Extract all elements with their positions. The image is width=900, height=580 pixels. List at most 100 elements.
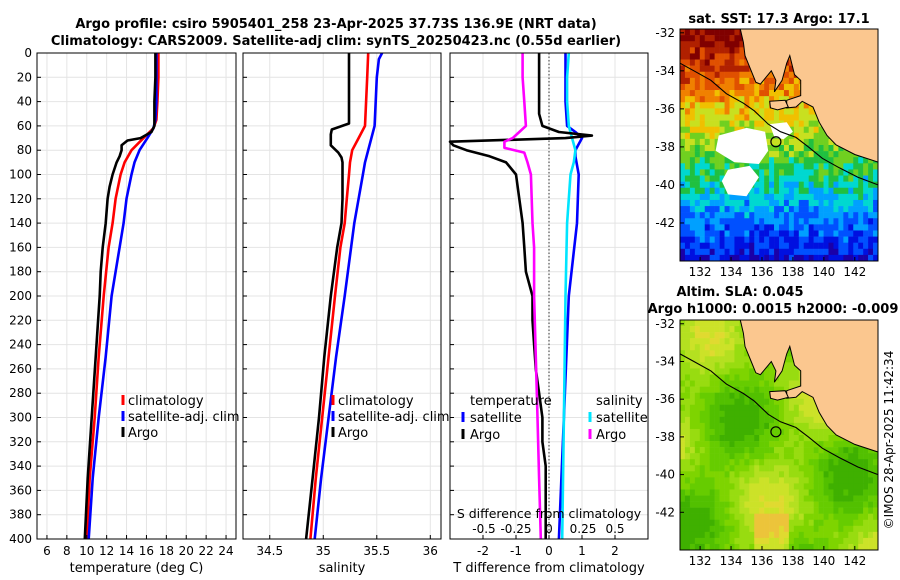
map-cell — [714, 374, 720, 381]
map-cell — [719, 114, 725, 121]
map-cell — [699, 537, 706, 545]
map-cell — [818, 441, 824, 448]
map-cell — [684, 386, 691, 393]
map-cell — [694, 157, 701, 164]
map-cell — [868, 537, 874, 545]
map-cell — [873, 459, 879, 466]
map-cell — [709, 320, 715, 327]
map-cell — [694, 338, 701, 345]
map-cell — [689, 422, 696, 430]
map-cell — [724, 441, 730, 448]
map-cell — [684, 65, 691, 73]
map-cell — [729, 465, 735, 472]
map-cell — [709, 374, 715, 381]
map-cell — [759, 435, 765, 442]
map-cell — [803, 126, 809, 134]
map-cell — [719, 199, 725, 207]
map-cell — [704, 41, 710, 48]
map-cell — [828, 525, 834, 533]
map-cell — [709, 175, 715, 182]
map-cell — [838, 151, 844, 158]
map-cell — [749, 471, 755, 478]
map-cell — [734, 447, 740, 454]
map-cell — [704, 368, 710, 375]
map-cell — [704, 102, 710, 109]
map-cell — [694, 224, 701, 231]
map-cell — [739, 230, 745, 237]
map-cell — [818, 230, 824, 237]
map-cell — [689, 218, 696, 225]
map-cell — [868, 254, 874, 262]
map-cell — [739, 465, 745, 472]
map-cell — [709, 344, 715, 351]
map-cell — [808, 531, 814, 539]
map-cell — [788, 90, 795, 97]
map-cell — [848, 151, 854, 158]
map-cell — [729, 386, 735, 393]
map-cell — [769, 501, 775, 508]
map-cell — [803, 459, 809, 466]
map-cell — [838, 519, 844, 527]
map-cell — [704, 513, 710, 521]
map-cell — [744, 519, 750, 527]
map-cell — [704, 350, 710, 357]
map-cell — [699, 65, 706, 73]
map-cell — [680, 175, 686, 182]
depth-tick-label: 0 — [24, 46, 32, 60]
map-cell — [749, 428, 755, 436]
map-cell — [798, 218, 805, 225]
map-cell — [848, 169, 854, 176]
map-cell — [843, 495, 849, 502]
map-cell — [779, 138, 785, 146]
map-cell — [793, 380, 800, 387]
map-cell — [684, 212, 691, 219]
map-cell — [803, 519, 809, 527]
map-cell — [709, 465, 715, 472]
map-cell — [680, 525, 686, 533]
depth-tick-label: 340 — [9, 459, 32, 473]
map-cell — [843, 193, 849, 201]
map-cell — [774, 501, 780, 508]
map-cell — [793, 145, 800, 152]
map-cell — [689, 206, 696, 213]
map-cell — [719, 29, 725, 36]
map-cell — [823, 206, 829, 213]
lon-tick-label: 134 — [720, 554, 743, 568]
map-cell — [684, 230, 691, 237]
map-cell — [739, 108, 745, 115]
map-cell — [858, 181, 864, 189]
map-cell — [783, 471, 790, 478]
map-cell — [803, 254, 809, 262]
map-cell — [823, 199, 829, 207]
map-cell — [684, 145, 691, 152]
map-cell — [774, 435, 780, 442]
map-cell — [783, 77, 790, 85]
map-cell — [853, 248, 859, 256]
map-cell — [729, 29, 735, 36]
map-cell — [719, 254, 725, 262]
lon-tick-label: 138 — [781, 265, 804, 279]
map-cell — [704, 477, 710, 484]
map-cell — [769, 477, 775, 484]
map-cell — [704, 519, 710, 527]
depth-tick-label: 120 — [9, 192, 32, 206]
map-cell — [759, 374, 765, 381]
map-cell — [684, 59, 691, 66]
map-cell — [744, 242, 750, 250]
map-cell — [843, 218, 849, 225]
map-cell — [818, 126, 824, 134]
map-cell — [734, 392, 740, 399]
map-cell — [714, 507, 720, 514]
map-cell — [724, 362, 730, 369]
map-cell — [744, 374, 750, 381]
map-cell — [680, 71, 686, 79]
map-cell — [848, 531, 854, 539]
map-cell — [833, 248, 839, 256]
map-cell — [680, 326, 686, 333]
map-cell — [729, 218, 735, 225]
map-cell — [818, 525, 824, 533]
map-cell — [739, 501, 745, 508]
sst-map-title: sat. SST: 17.3 Argo: 17.1 — [688, 12, 869, 27]
map-cell — [714, 338, 720, 345]
map-cell — [719, 483, 725, 490]
